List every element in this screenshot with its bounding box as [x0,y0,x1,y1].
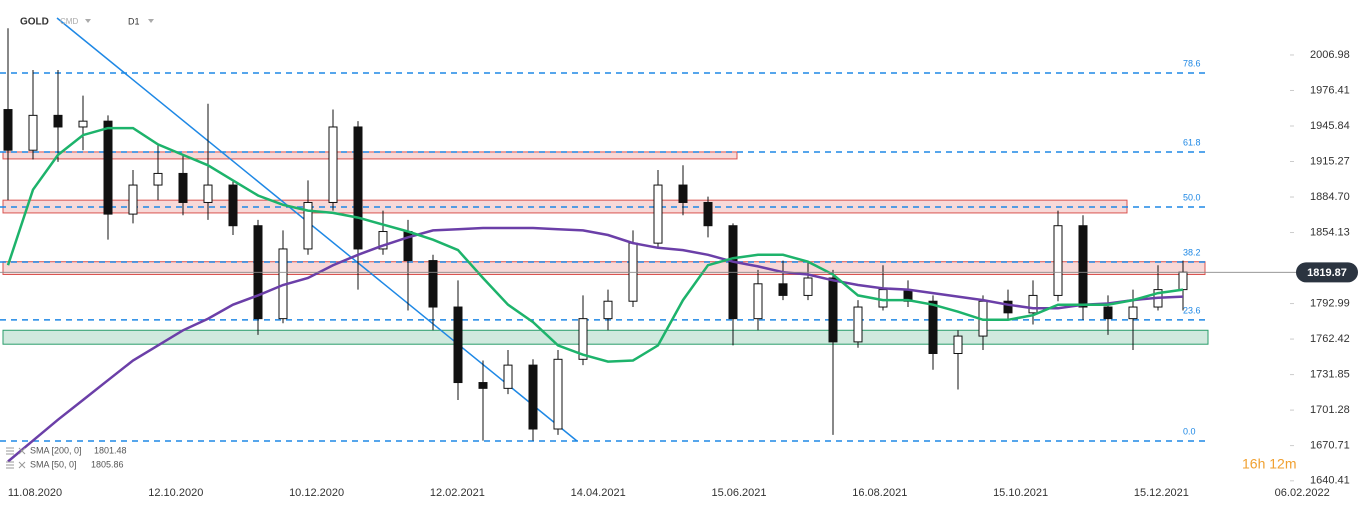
candle-body [703,201,713,227]
last-price-label: 1819.87 [1307,267,1347,279]
y-tick-label: 1915.27 [1310,155,1350,167]
candle-body [853,306,863,343]
legend-close [18,447,26,455]
candle-body [78,120,88,128]
x-tick-label: 15.10.2021 [993,487,1048,499]
interval[interactable]: D1 [128,16,140,26]
candle-body [53,114,63,128]
y-tick-label: 1701.28 [1310,404,1350,416]
candle-body [1103,306,1113,320]
candle-body [503,364,513,389]
x-tick-label: 12.10.2020 [148,487,203,499]
candle-body [953,335,963,355]
candle-body [1053,225,1063,296]
legend-name: SMA [200, 0] [30,445,82,455]
candle-body [478,382,488,389]
x-tick-label: 14.04.2021 [571,487,626,499]
candle-body [203,184,213,203]
candle-body [603,300,613,320]
y-tick-label: 1762.42 [1310,333,1350,345]
candle-body [1078,225,1088,308]
legend-value: 1801.48 [94,445,127,455]
countdown: 16h 12m [1242,456,1296,472]
candle-body [428,260,438,308]
candle-body [753,283,763,320]
candle-body [28,114,38,151]
y-tick-label: 1945.84 [1310,120,1350,132]
x-tick-label: 06.02.2022 [1275,487,1330,499]
y-tick-label: 2006.98 [1310,49,1350,61]
candle-body [803,277,813,296]
y-tick-label: 1854.13 [1310,226,1350,238]
candle-body [928,300,938,355]
y-tick-label: 1640.41 [1310,475,1350,487]
candle-body [778,283,788,296]
candle-body [153,172,163,186]
candle-body [553,358,563,430]
sma-line [7,226,1184,463]
fib-label: 38.2 [1183,247,1201,257]
fib-label: 0.0 [1183,426,1196,436]
fib-label: 23.6 [1183,305,1201,315]
candle-body [3,109,13,151]
candle-body [353,126,363,250]
legend-icon [6,461,14,469]
candle-body [303,201,313,250]
price-zone [2,151,738,160]
moving-averages [6,126,1184,463]
y-tick-label: 1670.71 [1310,440,1350,452]
legend-icon [6,447,14,455]
market: CMD [60,17,78,26]
candle-body [1178,271,1188,291]
price-zone [2,261,1206,276]
candle-body [228,184,238,227]
candle-body [578,318,588,360]
last-price-tag [1296,262,1358,283]
dropdown-icon[interactable] [148,19,154,23]
legend-name: SMA [50, 0] [30,459,77,469]
x-tick-label: 10.12.2020 [289,487,344,499]
sma-line [6,126,1184,363]
candle-body [128,184,138,215]
legend-close [18,461,26,469]
symbol[interactable]: GOLD [20,17,49,28]
candle-body [103,120,113,215]
candle-body [528,364,538,430]
candle-body [453,306,463,384]
candle-body [1028,294,1038,314]
fib-label: 50.0 [1183,192,1201,202]
fib-label: 78.6 [1183,58,1201,68]
axes: 1640.41 1670.71 1701.28 1731.85 1762.42 1792.… [0,49,1358,499]
candle-body [1128,306,1138,320]
legend-value: 1805.86 [91,459,124,469]
trend-line [56,17,578,442]
price-zone [2,329,1209,345]
candle-body [828,277,838,343]
y-tick-label: 1884.70 [1310,191,1350,203]
y-tick-label: 1792.99 [1310,297,1350,309]
dropdown-icon[interactable] [85,19,91,23]
x-tick-label: 11.08.2020 [8,487,62,499]
y-tick-label: 1976.41 [1310,84,1350,96]
x-tick-label: 15.12.2021 [1134,487,1189,499]
candle-body [678,184,688,203]
y-tick-label: 1731.85 [1310,368,1350,380]
fib-levels: 78.6 61.8 50.0 38.2 23.6 0.0 [0,58,1208,442]
candle-body [178,172,188,203]
fib-label: 61.8 [1183,137,1201,147]
x-tick-label: 12.02.2021 [430,487,485,499]
candle-body [1003,300,1013,314]
x-tick-label: 15.06.2021 [711,487,766,499]
x-tick-label: 16.08.2021 [852,487,907,499]
candle-body [328,126,338,203]
candle-body [653,184,663,244]
candle-body [378,231,388,250]
